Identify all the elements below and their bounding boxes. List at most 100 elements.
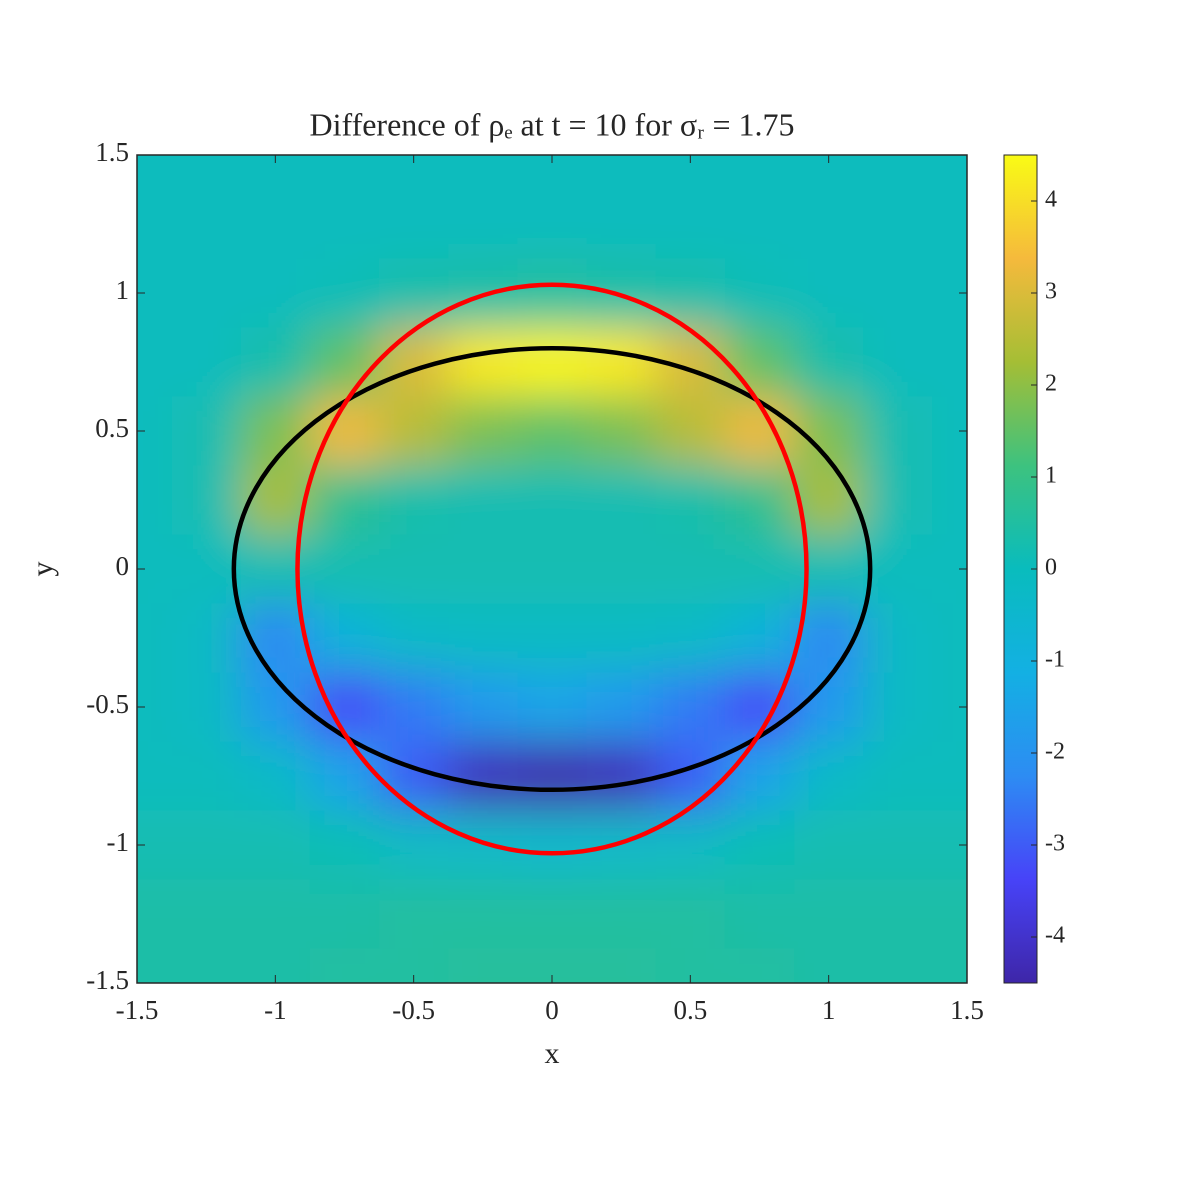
heat-cell	[517, 189, 588, 259]
heat-cell	[932, 155, 967, 190]
heat-cell	[137, 327, 173, 397]
heat-cell	[586, 534, 657, 604]
heat-cell	[724, 741, 795, 811]
heat-cell	[794, 396, 864, 466]
heat-cell	[932, 465, 967, 535]
heat-cell	[794, 155, 864, 190]
heat-cell	[724, 534, 795, 604]
y-tick-label: 1.5	[95, 137, 129, 167]
heat-cell	[448, 741, 518, 811]
heat-cell	[448, 189, 518, 259]
heat-cell	[863, 810, 933, 880]
heat-cell	[137, 465, 173, 535]
heat-cell	[309, 534, 380, 604]
heat-cell	[932, 327, 967, 397]
heat-cell	[379, 603, 449, 673]
y-tick-label: 0.5	[95, 413, 129, 443]
heat-cell	[794, 327, 864, 397]
heat-cell	[932, 879, 967, 949]
heat-cell	[171, 879, 242, 949]
heat-cell	[240, 189, 311, 259]
colorbar-tick-label: -1	[1045, 647, 1065, 673]
heat-cell	[517, 465, 588, 535]
heat-cell	[517, 396, 588, 466]
heat-cell	[240, 810, 311, 880]
heat-cell	[863, 948, 933, 983]
heat-cell	[724, 258, 795, 328]
heat-cell	[448, 534, 518, 604]
heat-cell	[863, 465, 933, 535]
overlay-curve	[231, 345, 873, 793]
heat-cell	[586, 948, 657, 983]
x-tick-label: -0.5	[392, 995, 435, 1025]
heat-cell	[171, 189, 242, 259]
heat-cell	[863, 672, 933, 742]
heat-cell	[240, 258, 311, 328]
heat-cell	[448, 465, 518, 535]
heat-cell	[240, 396, 311, 466]
colorbar-tick-label: -3	[1045, 831, 1065, 857]
heat-cell	[794, 189, 864, 259]
heat-cell	[379, 396, 449, 466]
heat-cell	[586, 741, 657, 811]
heat-cell	[379, 465, 449, 535]
heat-cell	[448, 879, 518, 949]
heat-cell	[517, 672, 588, 742]
heat-cell	[379, 879, 449, 949]
heat-cell	[448, 327, 518, 397]
heat-cell	[863, 327, 933, 397]
heat-cell	[448, 396, 518, 466]
heat-cell	[863, 189, 933, 259]
heat-cell	[379, 189, 449, 259]
heat-cell	[932, 603, 967, 673]
heat-cell	[724, 603, 795, 673]
heat-cell	[309, 189, 380, 259]
heat-cell	[448, 672, 518, 742]
heat-cell	[240, 327, 311, 397]
heat-cell	[517, 327, 588, 397]
x-tick-label: -1	[264, 995, 287, 1025]
heat-cell	[794, 741, 864, 811]
heat-cell	[171, 741, 242, 811]
heat-cell	[655, 672, 726, 742]
heat-cell	[655, 879, 726, 949]
heat-cell	[517, 258, 588, 328]
heat-cell	[724, 810, 795, 880]
colorbar-tick-label: -2	[1045, 739, 1065, 765]
heat-cell	[171, 534, 242, 604]
heat-cell	[171, 327, 242, 397]
x-tick-label: 1.5	[950, 995, 984, 1025]
heat-cell	[309, 879, 380, 949]
heat-cell	[586, 465, 657, 535]
heat-cell	[724, 189, 795, 259]
heat-cell	[932, 948, 967, 983]
heat-cell	[137, 189, 173, 259]
heat-cell	[724, 155, 795, 190]
heat-cell	[309, 465, 380, 535]
heat-cell	[379, 672, 449, 742]
heat-cell	[794, 810, 864, 880]
heat-cell	[309, 258, 380, 328]
heat-cell	[309, 327, 380, 397]
heat-cell	[240, 155, 311, 190]
y-tick-label: -0.5	[86, 689, 129, 719]
overlays	[231, 282, 873, 856]
heat-cell	[794, 672, 864, 742]
heat-cell	[137, 948, 173, 983]
heat-cell	[863, 396, 933, 466]
heat-cell	[448, 155, 518, 190]
heat-cell	[586, 810, 657, 880]
heat-cell	[171, 810, 242, 880]
heat-cell	[240, 741, 311, 811]
y-tick-label: 0	[116, 551, 130, 581]
colorbar-tick-label: 0	[1045, 555, 1057, 581]
heat-cell	[586, 603, 657, 673]
heat-cell	[863, 534, 933, 604]
heat-cell	[586, 189, 657, 259]
heat-cell	[379, 258, 449, 328]
heat-cell	[724, 879, 795, 949]
heat-cell	[586, 396, 657, 466]
heat-cell	[171, 155, 242, 190]
plot-area	[137, 155, 967, 983]
